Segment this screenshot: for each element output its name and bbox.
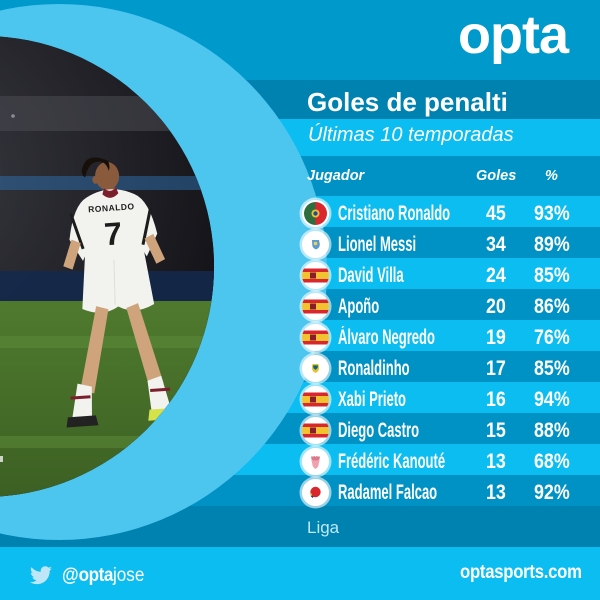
svg-text:7: 7 — [103, 215, 123, 252]
